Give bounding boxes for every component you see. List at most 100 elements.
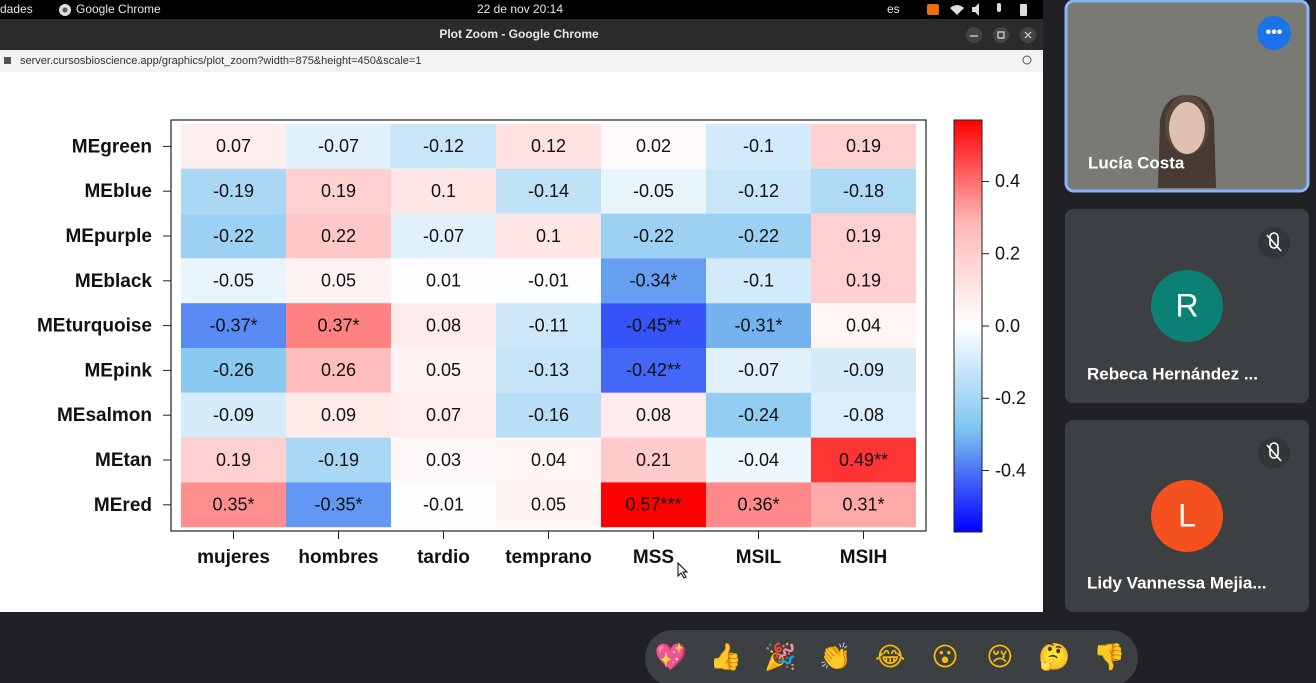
heatmap-cell [706,303,811,348]
heatmap-cell [286,258,391,304]
cell-label: 0.19 [846,271,881,291]
row-label: MEblack [75,271,153,292]
reaction-button[interactable]: 👎 [1093,643,1125,673]
column-label: mujeres [197,547,270,568]
heatmap-cell [706,348,811,393]
cell-label: 0.35* [212,495,254,515]
reaction-button[interactable]: 💖 [655,642,688,673]
cell-label: 0.12 [531,136,566,156]
cell-label: -0.08 [843,405,884,425]
cell-label: 0.1 [536,226,561,246]
heatmap-cell [601,124,706,169]
cell-label: 0.31* [842,495,884,515]
cell-label: -0.07 [738,360,779,380]
row-label: MEpink [84,360,152,381]
heatmap-cell [811,437,916,483]
heatmap-cell [601,348,706,393]
cell-label: -0.07 [423,226,464,246]
heatmap-cell [181,168,286,214]
cell-label: 0.08 [636,405,671,425]
heatmap-cell [496,392,601,438]
cell-label: 0.37* [317,315,359,335]
heatmap-cell [181,392,286,438]
heatmap-cell [391,437,496,483]
column-label: temprano [505,547,592,568]
cell-label: 0.57*** [625,495,681,515]
heatmap-cell [181,213,286,259]
cell-label: -0.16 [528,405,569,425]
language[interactable]: es [887,2,900,16]
maximize-button[interactable] [993,27,1009,43]
reaction-button[interactable]: 👏 [819,642,851,673]
clock[interactable]: 22 de nov 20:14 [477,2,563,16]
heatmap-cell [181,303,286,348]
zoom-icon[interactable] [1022,55,1032,65]
url[interactable]: server.cursosbioscience.app/graphics/plo… [20,55,421,67]
colorbar-tick-label: -0.4 [995,460,1026,480]
cell-label: 0.49** [839,450,888,470]
cell-label: -0.42** [626,360,681,380]
reaction-button[interactable]: 😢 [986,643,1013,673]
heatmap-cell [601,392,706,438]
heatmap-cell [811,168,916,214]
participant-name: Rebeca Hernández ... [1087,364,1258,383]
heatmap-cell [391,258,496,304]
chrome-icon-center [62,7,68,13]
cell-label: -0.05 [633,181,674,201]
cell-label: 0.19 [846,136,881,156]
reaction-button[interactable]: 🤔 [1038,643,1070,673]
colorbar [953,119,983,533]
minimize-button[interactable] [966,27,982,43]
cell-label: -0.12 [738,181,779,201]
cell-label: -0.19 [318,450,359,470]
avatar-initial: L [1178,497,1196,533]
row-label: MEturquoise [37,316,152,337]
column-label: MSIH [840,547,888,568]
heatmap-cell [601,303,706,348]
reaction-button[interactable]: 🎉 [764,642,796,673]
heatmap: 0.07 -0.07 -0.12 0.12 0.02 -0.1 0.19 -0.19 0.19 0… [37,119,1026,568]
cell-label: -0.11 [529,315,569,335]
more-options[interactable] [1257,16,1291,50]
reaction-button[interactable]: 👍 [710,642,742,673]
reaction-button[interactable]: 😮 [931,643,958,673]
heatmap-cell [181,124,286,169]
cell-label: 0.1 [431,181,456,201]
heatmap-cell [811,258,916,304]
reaction-button[interactable]: 😂 [875,643,905,673]
cell-label: -0.37* [209,315,257,335]
cell-label: -0.04 [738,450,779,470]
heatmap-cell [391,168,496,214]
heatmap-cell [391,213,496,259]
heatmap-cell [811,303,916,348]
heatmap-cell [496,213,601,259]
heatmap-cell [706,437,811,483]
row-label: MEblue [84,181,152,202]
app-name[interactable]: Google Chrome [76,2,161,16]
heatmap-cell [811,392,916,438]
heatmap-cell [496,437,601,483]
cell-label: 0.07 [216,136,251,156]
cell-label: 0.04 [531,450,566,470]
cell-label: 0.07 [426,405,461,425]
heatmap-cell [286,482,391,528]
row-label: MEpurple [65,226,152,247]
column-label: MSS [633,547,674,568]
heatmap-cell [706,482,811,528]
heatmap-cell [181,482,286,528]
cell-label: 0.26 [321,360,356,380]
activities[interactable]: dades [0,2,33,16]
window-button-glyphs [970,31,1032,39]
cell-label: -0.18 [843,181,884,201]
heatmap-cell [391,348,496,393]
cell-label: -0.34* [629,271,677,291]
cell-label: -0.22 [738,226,779,246]
row-label: MEtan [95,450,152,471]
colorbar-tick-label: -0.2 [995,388,1026,408]
reaction-bar [645,630,1138,683]
cell-label: 0.02 [636,136,671,156]
tray-icons [927,3,1027,16]
cell-label: -0.12 [423,136,464,156]
heatmap-cell [811,348,916,393]
column-label: MSIL [736,547,782,568]
